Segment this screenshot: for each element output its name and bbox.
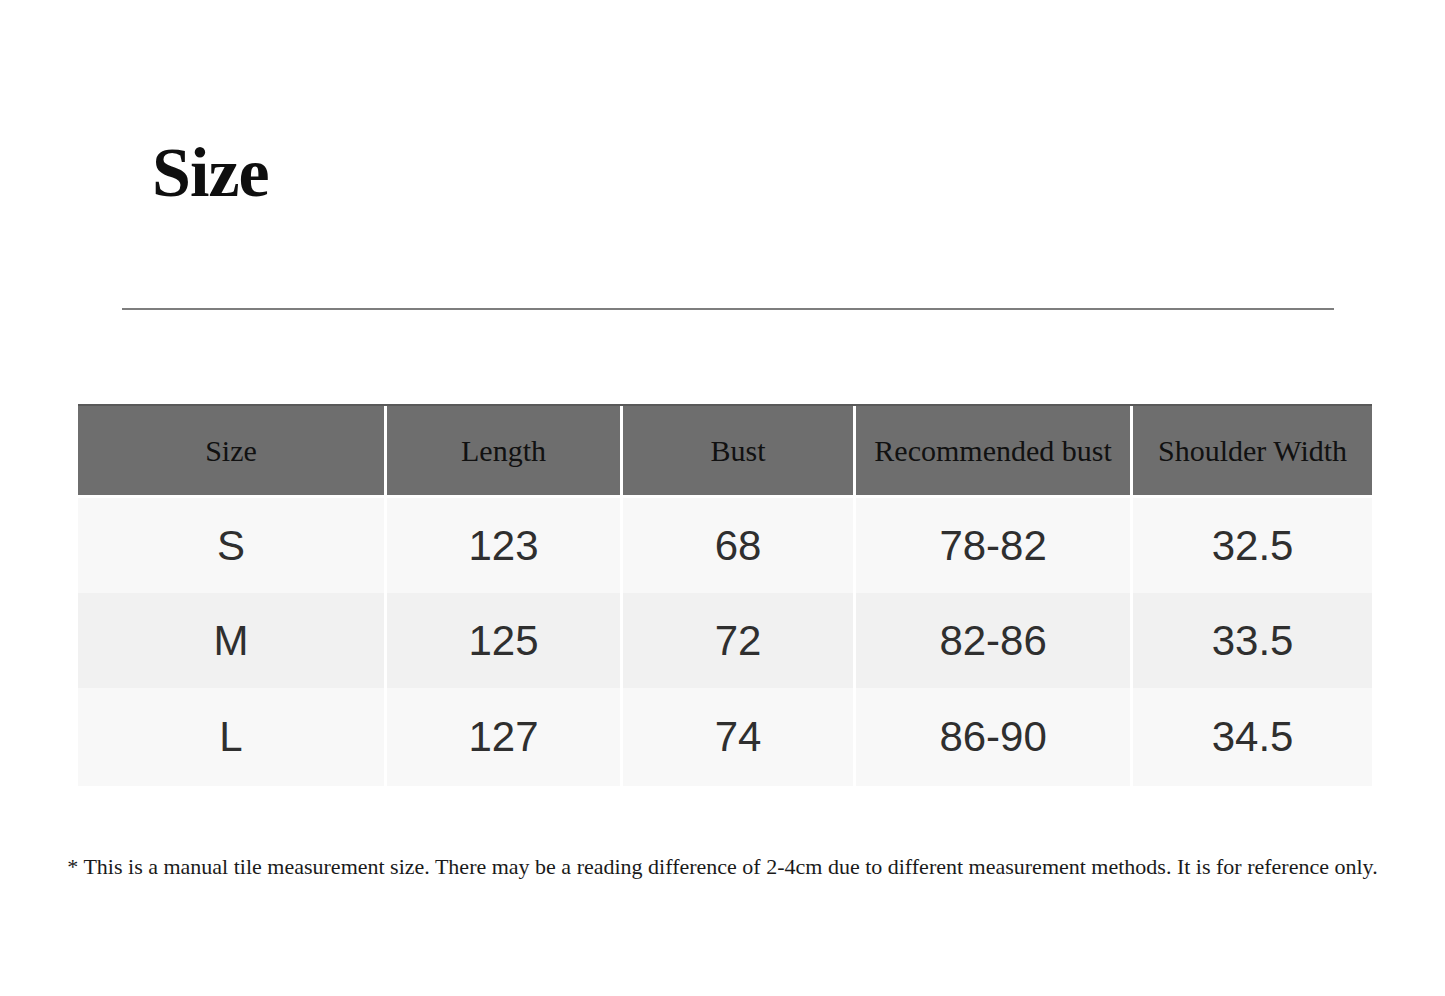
cell-length: 125 bbox=[384, 593, 620, 688]
table-header-row: Size Length Bust Recommended bust Should… bbox=[78, 404, 1372, 498]
size-chart-table: Size Length Bust Recommended bust Should… bbox=[78, 404, 1372, 786]
table-row-l: L 127 74 86-90 34.5 bbox=[78, 688, 1372, 786]
column-header-shoulder-width: Shoulder Width bbox=[1130, 406, 1372, 495]
cell-bust: 72 bbox=[620, 593, 853, 688]
cell-recommended-bust: 78-82 bbox=[853, 498, 1130, 593]
cell-length: 123 bbox=[384, 498, 620, 593]
cell-size-label: S bbox=[78, 498, 384, 593]
column-header-recommended-bust: Recommended bust bbox=[853, 406, 1130, 495]
cell-recommended-bust: 86-90 bbox=[853, 688, 1130, 786]
cell-size-label: M bbox=[78, 593, 384, 688]
cell-shoulder-width: 32.5 bbox=[1130, 498, 1372, 593]
table-row-s: S 123 68 78-82 32.5 bbox=[78, 498, 1372, 593]
cell-shoulder-width: 33.5 bbox=[1130, 593, 1372, 688]
table-row-m: M 125 72 82-86 33.5 bbox=[78, 593, 1372, 688]
cell-shoulder-width: 34.5 bbox=[1130, 688, 1372, 786]
cell-bust: 68 bbox=[620, 498, 853, 593]
cell-recommended-bust: 82-86 bbox=[853, 593, 1130, 688]
measurement-disclaimer: * This is a manual tile measurement size… bbox=[0, 854, 1445, 880]
title-divider-line bbox=[122, 308, 1334, 310]
column-header-length: Length bbox=[384, 406, 620, 495]
column-header-bust: Bust bbox=[620, 406, 853, 495]
column-header-size: Size bbox=[78, 406, 384, 495]
cell-bust: 74 bbox=[620, 688, 853, 786]
page-title: Size bbox=[152, 138, 269, 208]
cell-length: 127 bbox=[384, 688, 620, 786]
cell-size-label: L bbox=[78, 688, 384, 786]
